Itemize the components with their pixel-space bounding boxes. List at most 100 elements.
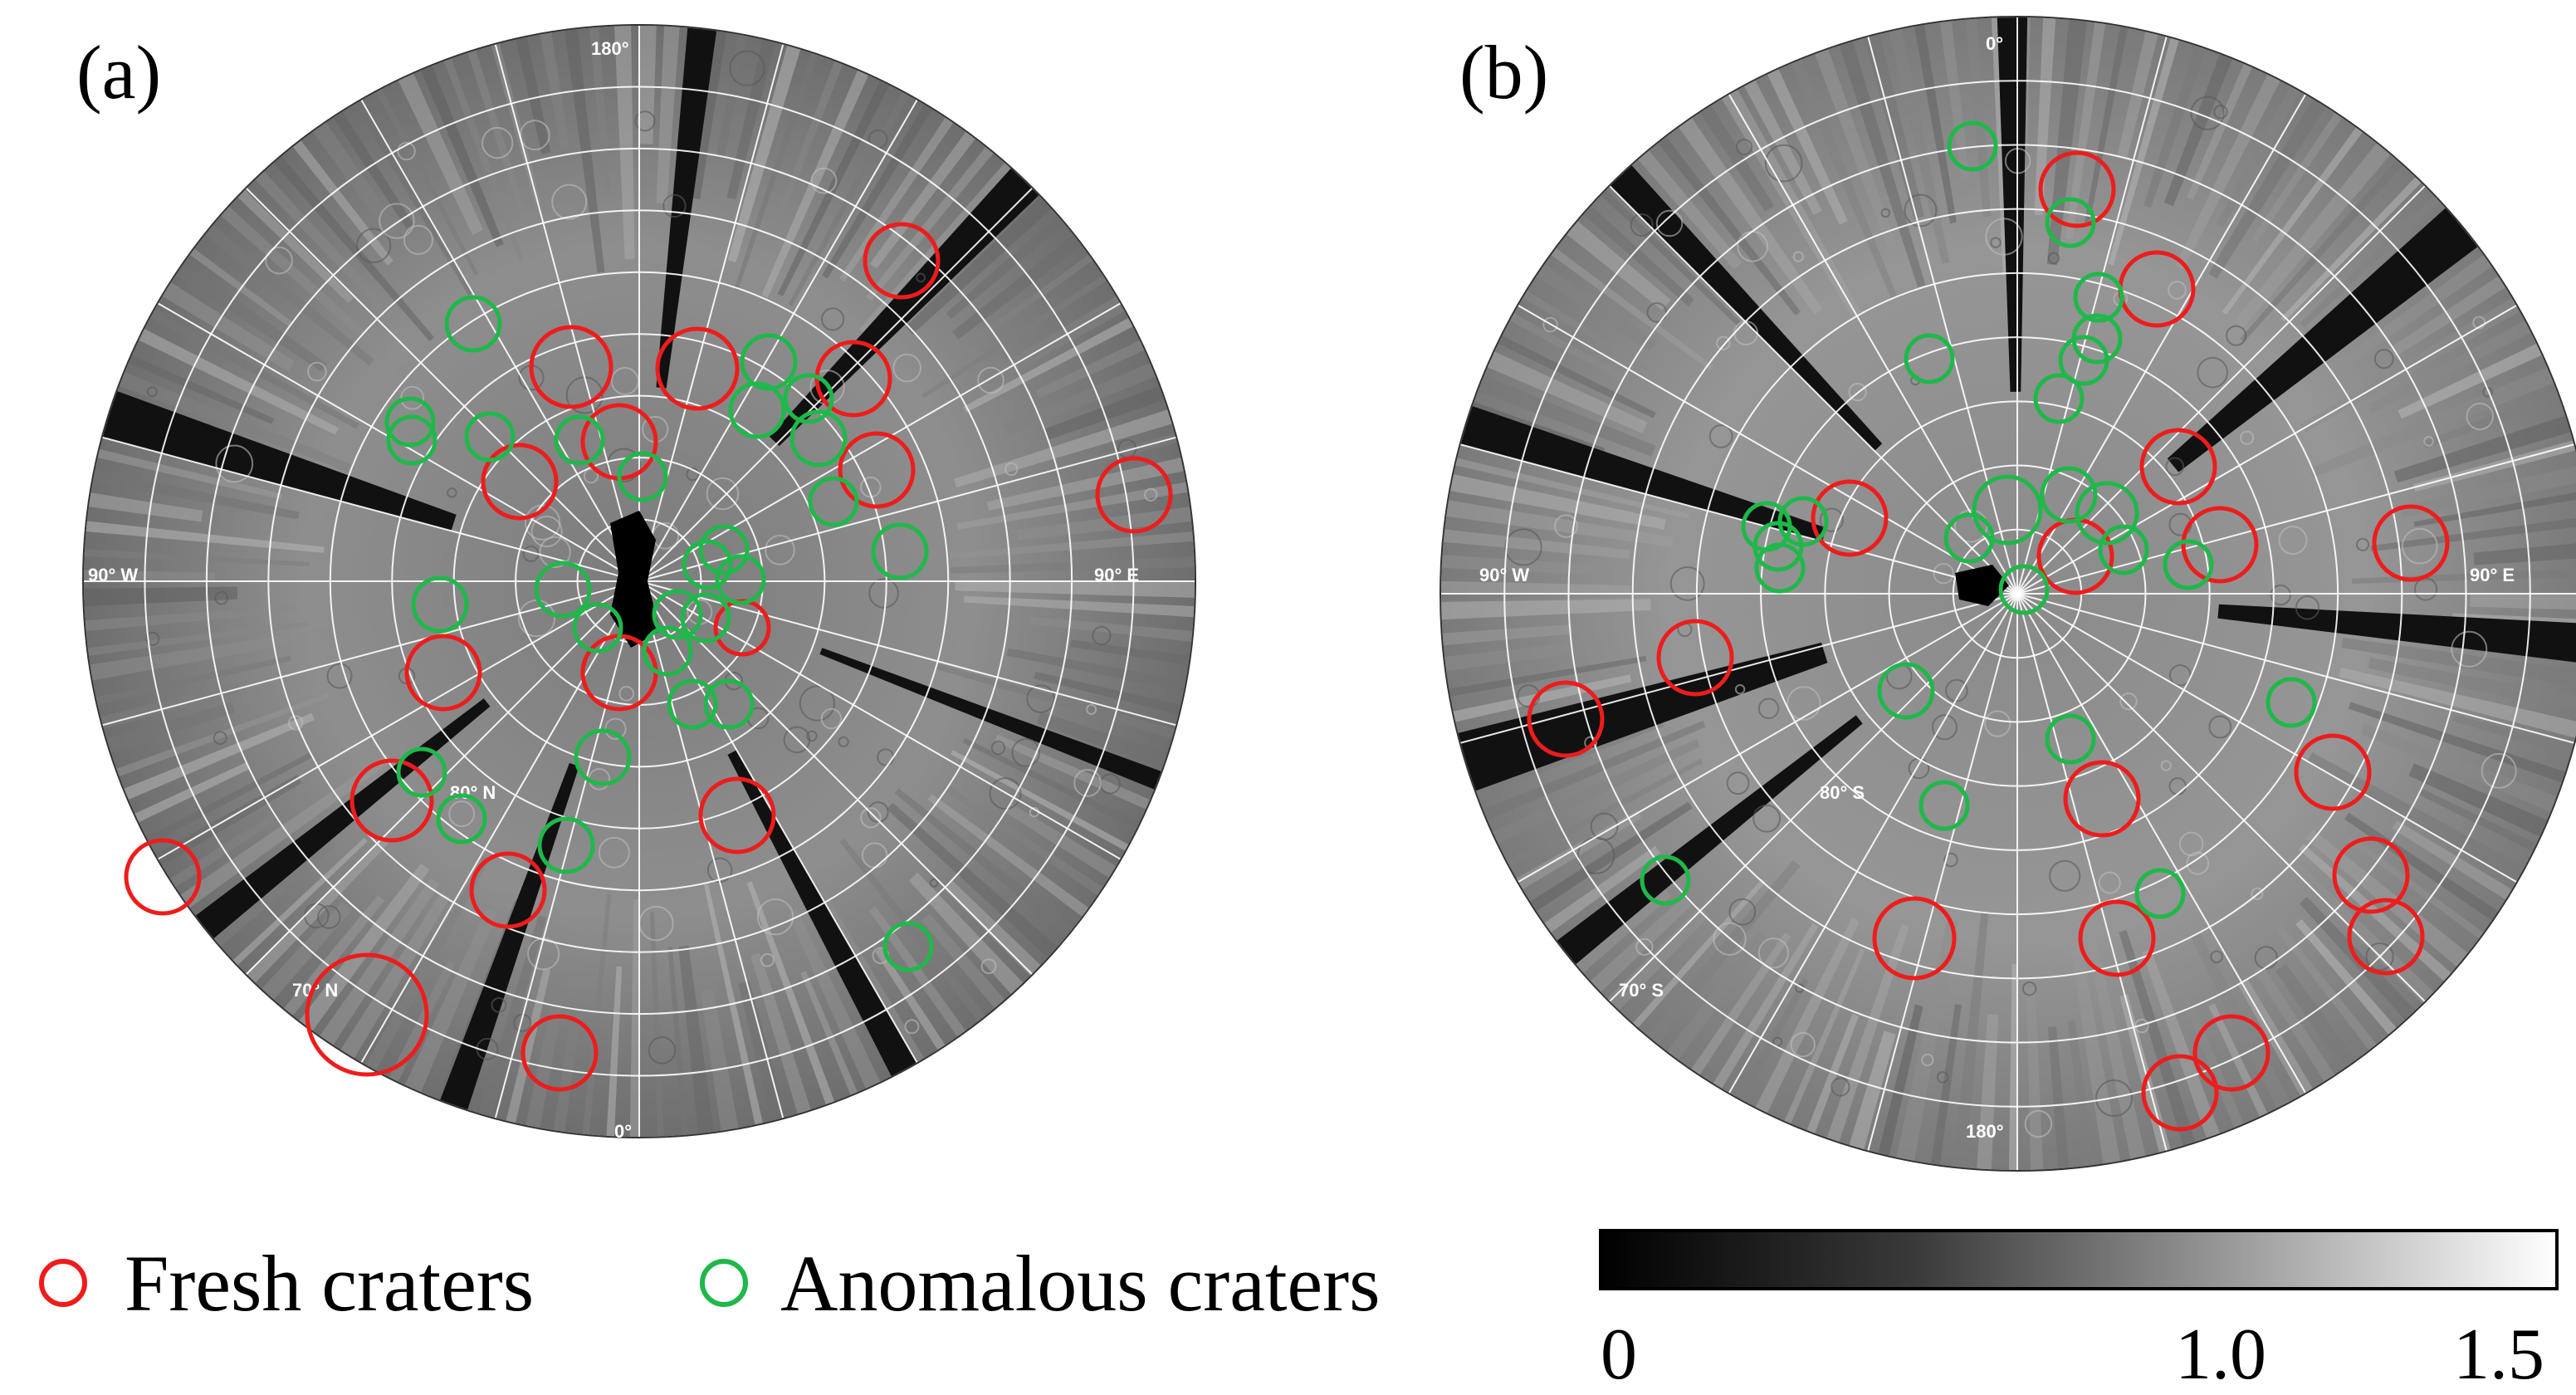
meridian-line (2016, 184, 2427, 595)
imaging-strip (1440, 552, 1596, 575)
imaging-strip (1816, 923, 1909, 1171)
imaging-strip (120, 752, 312, 859)
imaging-strip (113, 316, 339, 435)
imaging-strip (944, 880, 1062, 996)
surface-crater (1073, 768, 1102, 797)
anomalous-crater-marker (1877, 662, 1935, 720)
legend: Fresh craters Anomalous craters (39, 1239, 1380, 1328)
imaging-strip (2175, 47, 2294, 270)
surface-crater (1984, 710, 2011, 737)
lon-label-left: 90° W (88, 565, 138, 585)
meridian-line (2016, 93, 2307, 595)
surface-crater (1726, 771, 1750, 795)
lon-label-right: 90° E (2470, 565, 2515, 585)
imaging-strip (2309, 355, 2576, 478)
imaging-strip (199, 187, 406, 374)
imaging-strip (2083, 922, 2153, 1171)
surface-crater (1819, 507, 1844, 532)
imaging-strip (89, 693, 330, 787)
surface-crater (2254, 946, 2278, 970)
meridian-line (2016, 593, 2518, 884)
imaging-strip (956, 477, 1195, 530)
surface-crater (618, 686, 635, 702)
imaging-strip (2117, 17, 2166, 159)
surface-crater (2165, 457, 2185, 477)
imaging-strip (2008, 963, 2017, 1171)
anomalous-crater-marker (1752, 521, 1804, 572)
surface-crater (2134, 1018, 2149, 1034)
imaging-strip (83, 487, 203, 522)
imaging-strip (1479, 758, 1703, 881)
surface-crater (1728, 898, 1757, 926)
anomalous-crater-marker (642, 625, 693, 677)
surface-crater (2178, 831, 2204, 857)
imaging-strip (822, 80, 948, 279)
surface-crater (1787, 686, 1821, 721)
imaging-strip (1948, 912, 1989, 1171)
imaging-strip (639, 25, 657, 144)
meridian-line (1608, 593, 2018, 1003)
lat-label-80: 80° S (1820, 782, 1865, 803)
imaging-strip (83, 547, 310, 567)
anomalous-crater-marker (1998, 564, 2050, 615)
surface-crater (1554, 514, 1578, 539)
imaging-strip (2392, 820, 2538, 916)
surface-crater (2197, 356, 2228, 389)
polar-shadow (610, 511, 660, 648)
imaging-strip (1772, 948, 1865, 1152)
imaging-strip (83, 621, 309, 660)
meridian-line (638, 43, 785, 582)
surface-crater (598, 836, 630, 869)
imaging-strip (894, 788, 1097, 955)
lon-label-top: 0° (1986, 33, 2003, 54)
surface-crater (481, 126, 514, 159)
surface-crater (2119, 692, 2138, 711)
meridian-line (638, 580, 1122, 860)
surface-crater (1943, 852, 1958, 868)
panel-a-label: (a) (76, 30, 161, 115)
imaging-strip (2217, 60, 2314, 228)
anomalous-crater-marker (1972, 474, 2043, 546)
anomalous-crater-marker (2163, 539, 2214, 590)
imaging-strip (586, 25, 611, 191)
imaging-strip (818, 890, 939, 1089)
surface-crater (1584, 736, 1598, 750)
imaging-strip (1674, 932, 1791, 1100)
surface-crater (1933, 562, 1954, 585)
surface-crater (2098, 871, 2121, 894)
imaging-strip (1722, 977, 1809, 1128)
anomalous-crater-marker (554, 414, 605, 466)
fresh-crater-marker (2139, 428, 2217, 506)
anomalous-crater-label: Anomalous craters (780, 1239, 1380, 1328)
imaging-strip (2360, 724, 2576, 823)
imaging-strip (362, 63, 479, 276)
lat-lon-grid (83, 25, 1195, 1138)
fresh-crater-marker (2372, 504, 2450, 582)
surface-crater (977, 366, 1004, 394)
surface-crater (1144, 487, 1158, 502)
anomalous-crater-marker (667, 678, 718, 730)
imaging-strip (761, 44, 881, 298)
surface-crater (397, 141, 416, 161)
imaging-strip (409, 39, 504, 247)
imaging-strip (2393, 406, 2576, 483)
anomalous-crater-marker (1754, 542, 1806, 594)
surface-crater (990, 740, 1006, 756)
surface-crater (1716, 335, 1731, 350)
fresh-crater-marker (529, 325, 613, 409)
imaging-strip (2307, 752, 2551, 897)
surface-crater (756, 898, 794, 936)
imaging-strip (2208, 73, 2342, 279)
imaging-strip (2339, 668, 2576, 746)
imaging-strip (950, 555, 1195, 574)
surface-crater (530, 516, 563, 548)
anomalous-crater-marker (384, 396, 436, 448)
surface-crater (214, 590, 228, 605)
fresh-crater-marker (2294, 733, 2372, 811)
anomalous-crater-marker (2058, 335, 2109, 386)
surface-crater (1646, 301, 1668, 323)
imaging-strip (700, 989, 744, 1138)
imaging-strip (2276, 925, 2395, 1074)
imaging-strip (716, 25, 755, 159)
imaging-strip (2234, 120, 2410, 329)
